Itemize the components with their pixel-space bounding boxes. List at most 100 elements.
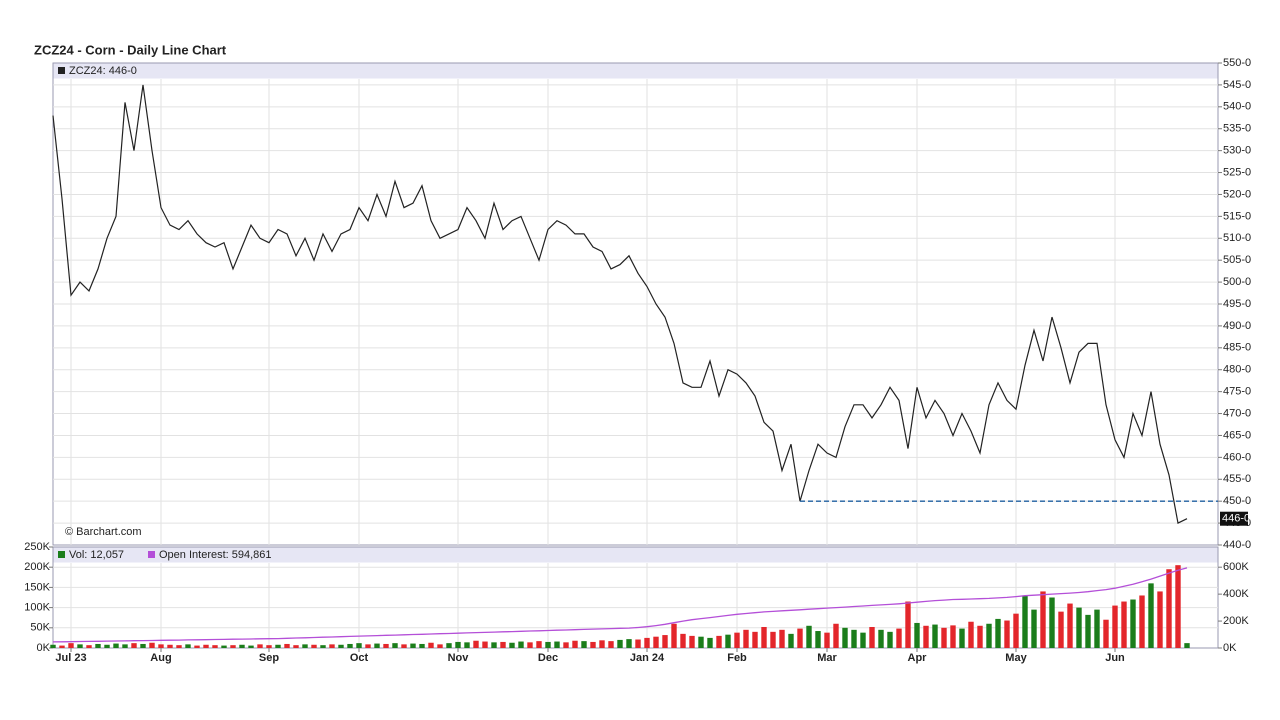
volume-bar	[842, 627, 848, 648]
volume-bar	[1184, 643, 1190, 648]
volume-bar	[77, 644, 83, 648]
volume-bar	[95, 643, 101, 648]
volume-bar	[1139, 595, 1145, 648]
y2-tick-label: 200K	[1223, 615, 1249, 627]
volume-bar	[554, 641, 560, 648]
volume-bar	[680, 633, 686, 648]
x-tick-label: Jul 23	[55, 652, 86, 664]
y-tick-label: 455-0	[1223, 473, 1251, 485]
y-tick-label: 250K	[24, 541, 50, 553]
volume-bar	[284, 643, 290, 648]
volume-bar	[743, 629, 749, 648]
volume-bar	[149, 642, 155, 648]
last-price-tag	[1220, 511, 1248, 526]
x-tick-label: Jun	[1105, 652, 1125, 664]
legend-swatch	[58, 551, 65, 558]
x-tick-label: Aug	[150, 652, 171, 664]
volume-bar	[329, 644, 335, 648]
volume-bar	[635, 639, 641, 648]
volume-bar	[311, 644, 317, 648]
volume-bar	[356, 643, 362, 648]
volume-bar	[437, 644, 443, 648]
volume-bar	[59, 645, 65, 648]
volume-bar	[230, 645, 236, 648]
grid	[49, 62, 1222, 652]
volume-bar	[617, 639, 623, 648]
y-tick-label: 200K	[24, 561, 50, 573]
volume-bar	[1121, 601, 1127, 648]
volume-bar	[707, 637, 713, 648]
price-legend-band	[53, 63, 1218, 79]
volume-bar	[770, 631, 776, 648]
volume-bar	[392, 643, 398, 648]
y-tick-label: 475-0	[1223, 386, 1251, 398]
x-tick-label: Mar	[817, 652, 837, 664]
y-tick-label: 450-0	[1223, 495, 1251, 507]
y-tick-label: 465-0	[1223, 429, 1251, 441]
volume-bar	[293, 645, 299, 648]
y-tick-label: 480-0	[1223, 364, 1251, 376]
volume-bar	[1130, 599, 1136, 648]
volume-bar	[1031, 609, 1037, 648]
volume-bar	[545, 641, 551, 648]
volume-bar	[338, 644, 344, 648]
watermark: © Barchart.com	[65, 526, 142, 538]
volume-bar	[167, 644, 173, 648]
y-tick-label: 485-0	[1223, 342, 1251, 354]
volume-bar	[653, 636, 659, 648]
volume-bar	[1049, 597, 1055, 648]
volume-bar	[788, 633, 794, 648]
volume-bar	[176, 645, 182, 648]
y-tick-label: 490-0	[1223, 320, 1251, 332]
volume-bar	[608, 641, 614, 648]
volume-bar	[1022, 595, 1028, 648]
x-tick-label: Dec	[538, 652, 558, 664]
y-tick-label: 525-0	[1223, 166, 1251, 178]
volume-bar	[257, 644, 263, 648]
volume-bar	[896, 628, 902, 648]
volume-bar	[644, 637, 650, 648]
volume-bar	[689, 635, 695, 648]
volume-bar	[185, 644, 191, 648]
volume-bar	[419, 643, 425, 648]
y-tick-label: 100K	[24, 602, 50, 614]
volume-bar	[455, 641, 461, 648]
volume-bar	[347, 643, 353, 648]
volume-bar	[203, 644, 209, 648]
volume-bar	[1085, 614, 1091, 648]
volume-bar	[221, 645, 227, 648]
volume-bar	[473, 640, 479, 648]
volume-bar	[572, 640, 578, 648]
volume-bar	[1175, 565, 1181, 648]
y-tick-label: 505-0	[1223, 254, 1251, 266]
volume-bar	[446, 643, 452, 648]
volume-bar	[959, 628, 965, 648]
volume-bar	[104, 644, 110, 648]
volume-bar	[905, 601, 911, 648]
volume-bar	[986, 623, 992, 648]
volume-bar	[365, 644, 371, 648]
volume-bar	[410, 643, 416, 648]
volume-legend-band	[53, 547, 1218, 563]
volume-bar	[734, 632, 740, 648]
volume-bar	[752, 631, 758, 648]
y2-tick-label: 0K	[1223, 642, 1237, 654]
volume-bar	[941, 627, 947, 648]
y2-tick-label: 400K	[1223, 588, 1249, 600]
y-tick-label: 520-0	[1223, 188, 1251, 200]
volume-bar	[527, 642, 533, 648]
volume-bar	[401, 644, 407, 648]
volume-bar	[725, 634, 731, 648]
volume-bar	[761, 626, 767, 648]
volume-bar	[716, 635, 722, 648]
volume-bar	[581, 641, 587, 648]
volume-bar	[518, 641, 524, 648]
volume-bar	[1004, 620, 1010, 648]
volume-bar	[266, 645, 272, 648]
volume-bar	[248, 645, 254, 648]
volume-bar	[878, 629, 884, 648]
volume-bar	[932, 624, 938, 648]
volume-bar	[599, 640, 605, 648]
y-tick-label: 0K	[37, 642, 51, 654]
volume-bar	[626, 639, 632, 648]
